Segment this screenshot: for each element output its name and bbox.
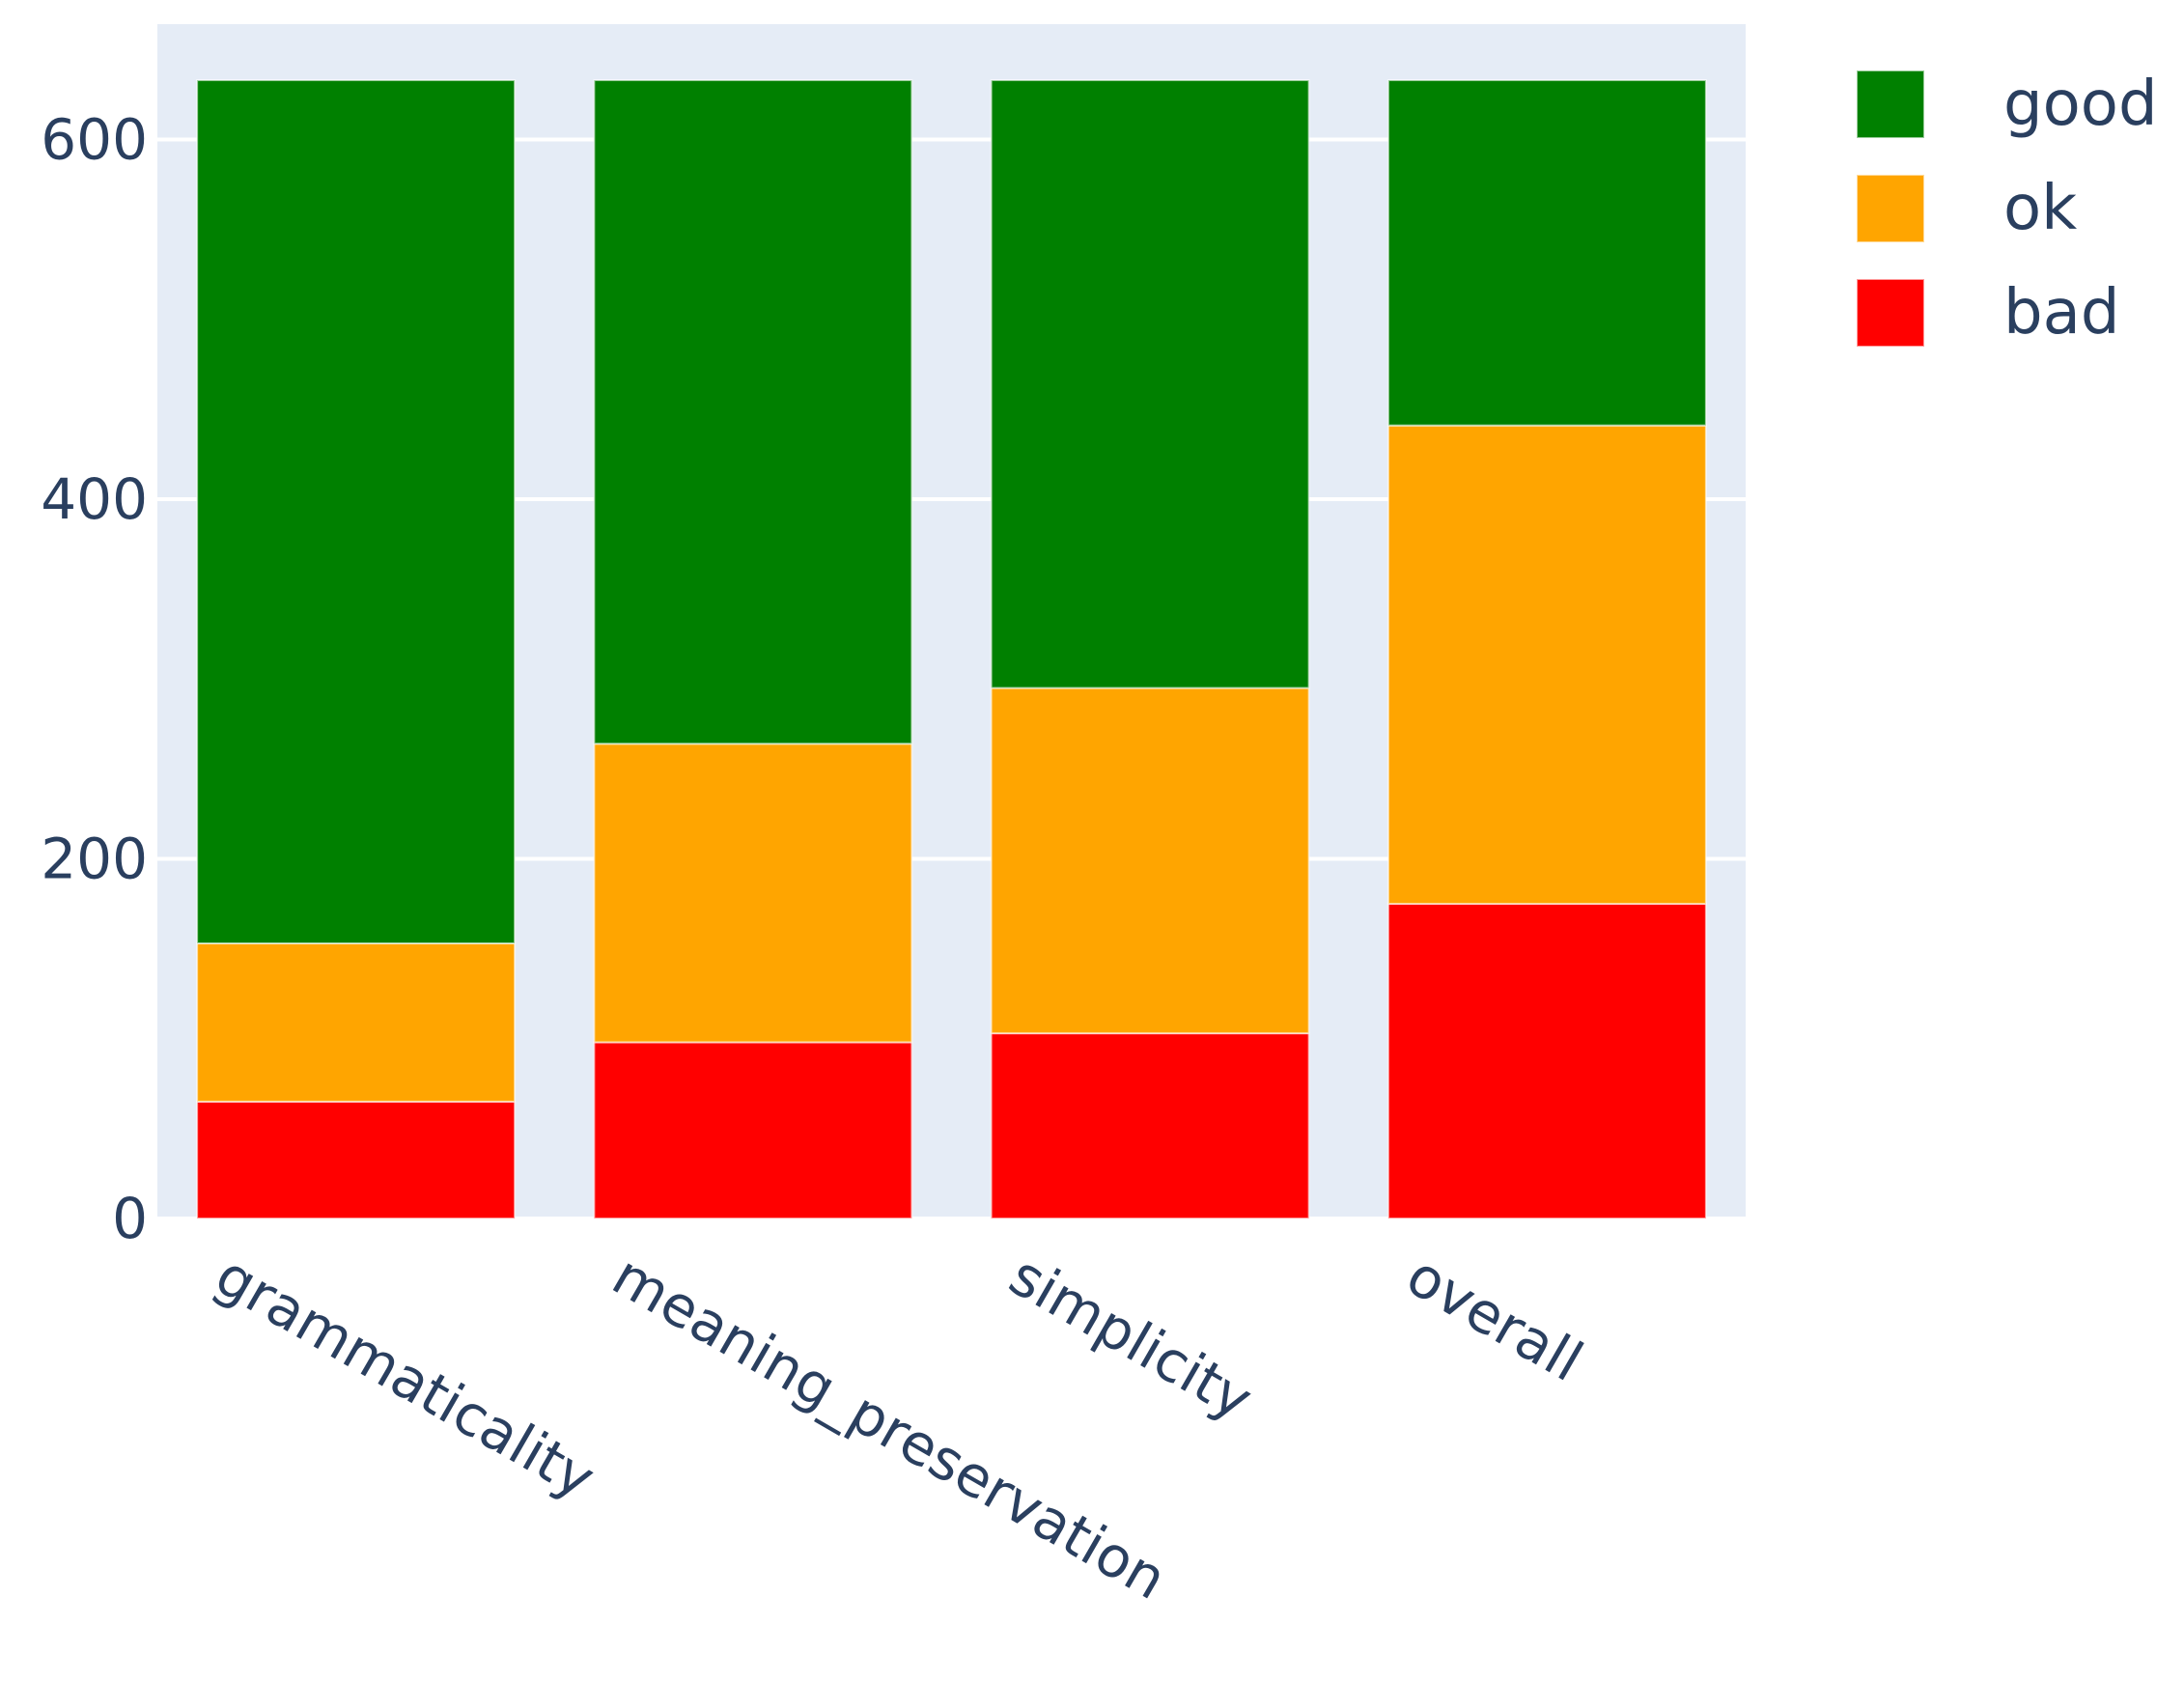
bars	[196, 79, 1707, 1219]
legend[interactable]: good ok bad	[1856, 69, 2158, 349]
bar-good-overall[interactable]	[1386, 79, 1707, 427]
bar-ok-simplicity[interactable]	[990, 686, 1310, 1035]
y-tick-label: 200	[41, 826, 148, 892]
y-tick-label: 0	[112, 1186, 148, 1251]
bar-good-meaning-preservation[interactable]	[593, 79, 913, 745]
x-tick-label: simplicity	[999, 1243, 1264, 1433]
bar-bad-overall[interactable]	[1386, 903, 1707, 1219]
legend-item-bad[interactable]: bad	[1856, 277, 2119, 349]
bar-ok-meaning-preservation[interactable]	[593, 742, 913, 1044]
x-tick-label: overall	[1396, 1243, 1594, 1394]
legend-label: good	[2003, 69, 2158, 140]
legend-swatch	[1856, 174, 1925, 243]
bar-bad-grammaticality[interactable]	[196, 1100, 517, 1219]
legend-swatch	[1856, 278, 1925, 348]
bar-bad-meaning-preservation[interactable]	[593, 1041, 913, 1219]
legend-item-ok[interactable]: ok	[1856, 173, 2077, 244]
legend-label: bad	[2003, 277, 2119, 349]
x-axis-tick-labels: grammaticalitymeaning_preservationsimpli…	[205, 1243, 1593, 1612]
bar-good-grammaticality[interactable]	[196, 79, 517, 945]
bar-bad-simplicity[interactable]	[990, 1032, 1310, 1219]
bar-ok-grammaticality[interactable]	[196, 942, 517, 1103]
bar-good-simplicity[interactable]	[990, 79, 1310, 689]
bar-ok-overall[interactable]	[1386, 424, 1707, 906]
legend-label: ok	[2003, 173, 2077, 244]
legend-swatch	[1856, 70, 1925, 139]
y-tick-label: 600	[41, 107, 148, 173]
y-tick-label: 400	[41, 466, 148, 532]
x-tick-label: grammaticality	[205, 1243, 605, 1512]
legend-item-good[interactable]: good	[1856, 69, 2158, 140]
y-axis-tick-labels: 0 200 400 600	[41, 107, 148, 1252]
